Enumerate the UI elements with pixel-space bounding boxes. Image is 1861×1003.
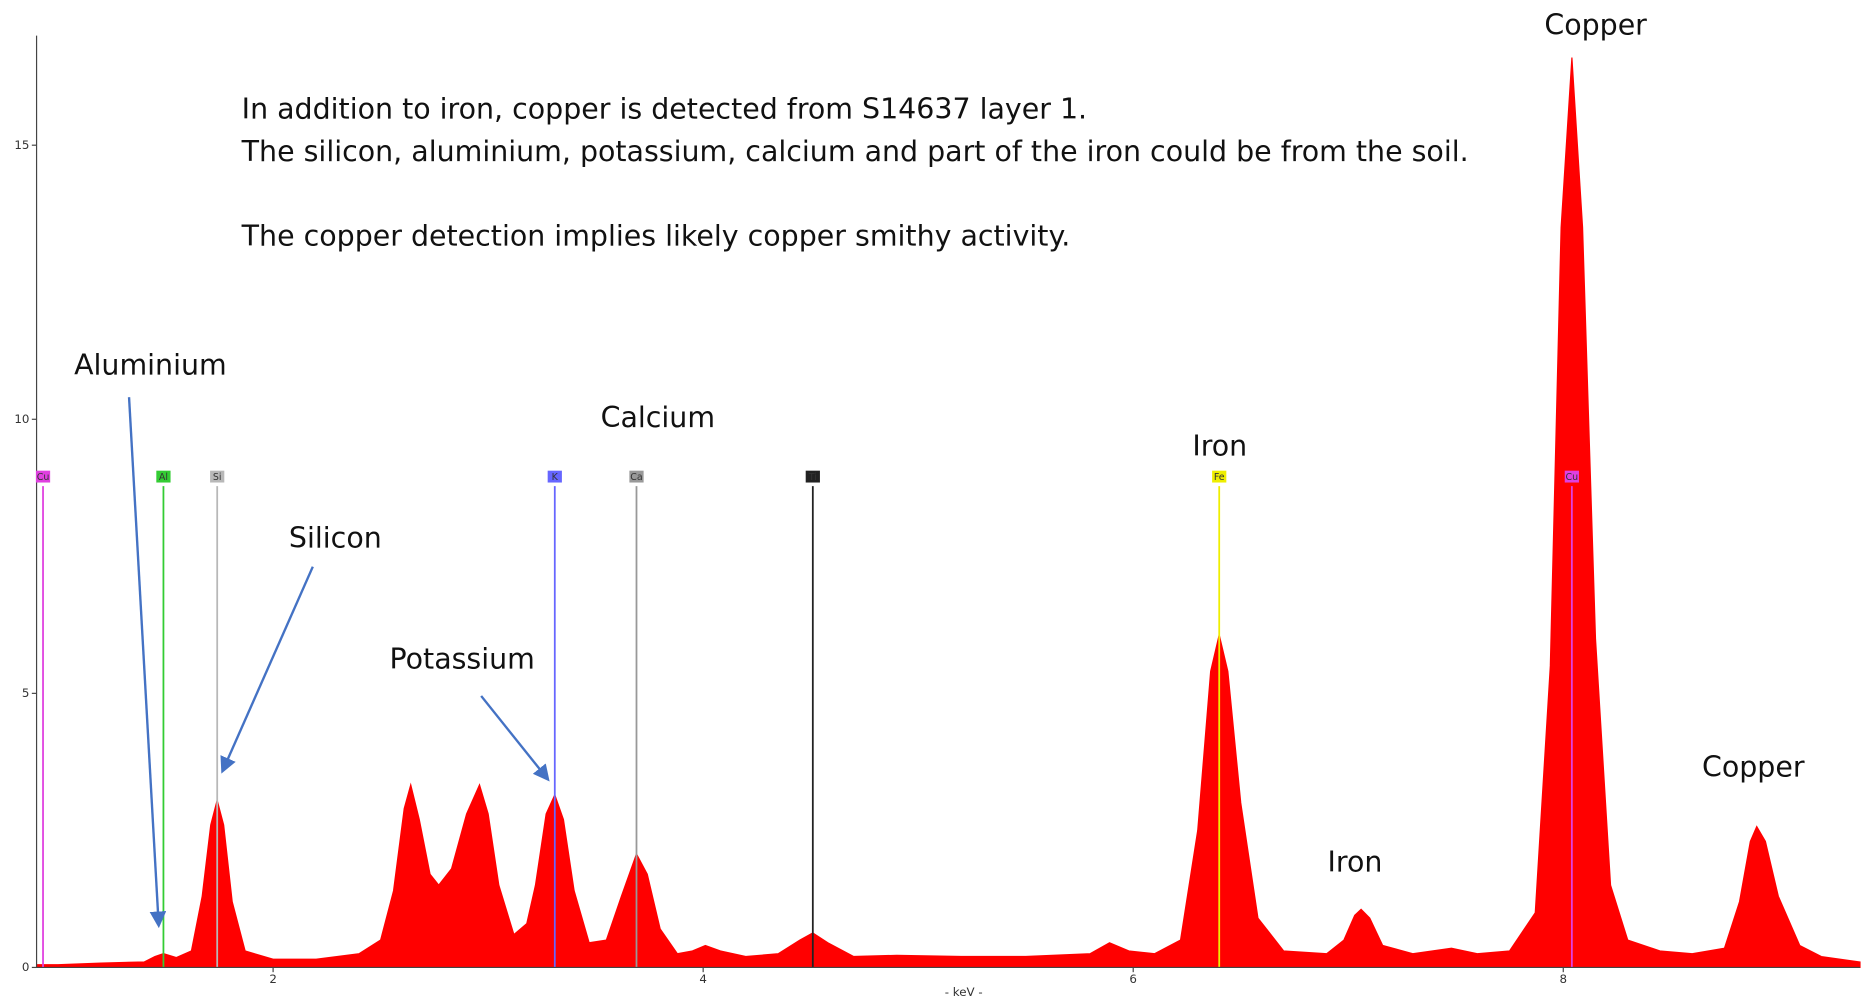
element-label: Ca [630, 472, 642, 483]
element-label: Fe [1214, 472, 1225, 483]
element-tag [805, 470, 820, 483]
y-tick-label: 10 [14, 412, 29, 426]
annotation: Copper [1544, 8, 1647, 41]
arrow [220, 566, 314, 774]
annotation: Calcium [601, 401, 715, 434]
annotation: Aluminium [74, 349, 227, 382]
element-label: K [552, 472, 559, 483]
element-tag [210, 470, 225, 483]
element-tag [35, 470, 51, 483]
annotation: Silicon [289, 522, 382, 555]
x-axis-label: - keV - [945, 985, 983, 999]
element-label: Al [159, 472, 168, 483]
spectrum [35, 57, 1861, 969]
element-tag [156, 470, 171, 483]
element-tag [1564, 470, 1579, 483]
y-tick-label: 0 [22, 960, 30, 974]
annotation: Iron [1192, 429, 1247, 462]
y-tick-label: 5 [22, 686, 30, 700]
x-tick-label: 4 [699, 972, 707, 986]
element-label: Cu [1566, 472, 1579, 483]
element-tag [547, 470, 562, 483]
arrow [127, 397, 167, 929]
element-label: Si [213, 472, 222, 483]
annotation: Copper [1702, 751, 1805, 784]
element-tag [1212, 470, 1227, 483]
note-text: The silicon, aluminium, potassium, calci… [241, 135, 1469, 168]
element-label: Cu [37, 472, 50, 483]
note-text: The copper detection implies likely copp… [241, 219, 1071, 252]
arrow [480, 695, 550, 782]
element-tag [629, 470, 644, 483]
x-tick-label: 8 [1559, 972, 1567, 986]
annotation: Potassium [390, 643, 535, 676]
note-text: In addition to iron, copper is detected … [242, 93, 1087, 126]
x-tick-label: 6 [1129, 972, 1137, 986]
element-label: Ti [808, 472, 817, 483]
y-tick-label: 15 [14, 138, 29, 152]
annotation: Iron [1327, 845, 1382, 878]
x-tick-label: 2 [269, 972, 277, 986]
